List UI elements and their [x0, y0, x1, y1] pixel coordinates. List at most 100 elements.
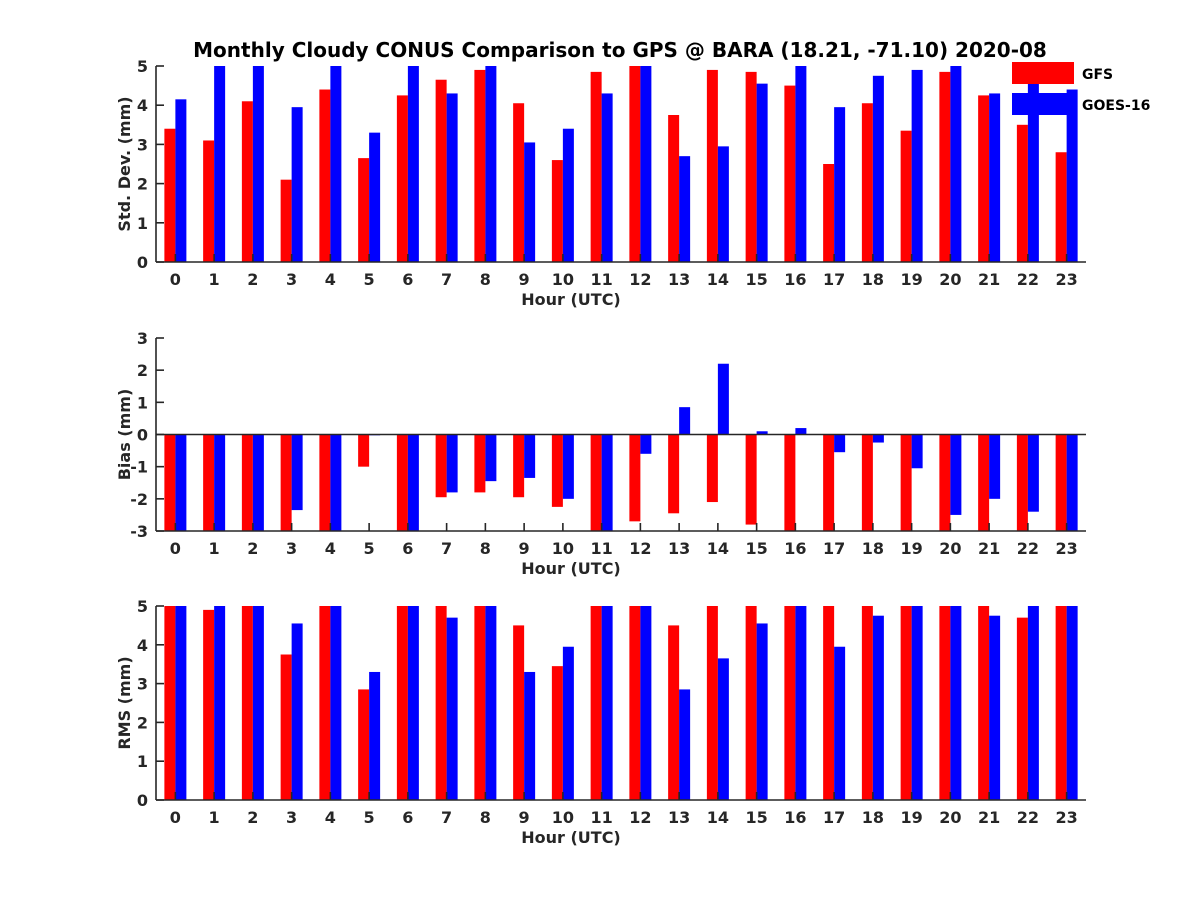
std-bar-goes-16-6 [407, 66, 419, 262]
rms-xtick-label: 11 [590, 808, 612, 827]
bias-ytick-label: -3 [130, 522, 148, 541]
bias-bar-goes-16-0 [175, 434, 187, 531]
bias-bar-gfs-11 [590, 434, 602, 531]
rms-bar-gfs-11 [590, 606, 602, 800]
bias-ytick-label: 3 [137, 329, 148, 348]
rms-bar-goes-16-0 [175, 606, 187, 800]
bias-bar-gfs-20 [939, 434, 951, 531]
rms-bar-goes-16-20 [950, 606, 962, 800]
bias-bar-goes-16-14 [717, 363, 729, 435]
rms-bar-goes-16-1 [214, 606, 226, 800]
std-bar-goes-16-17 [834, 107, 846, 262]
bias-bar-gfs-15 [745, 434, 757, 525]
bias-bar-goes-16-1 [214, 434, 226, 531]
rms-bar-gfs-22 [1016, 617, 1028, 800]
std-bar-goes-16-12 [640, 66, 652, 262]
bias-xtick-label: 23 [1055, 539, 1077, 558]
std-bar-gfs-7 [435, 79, 447, 262]
bias-bar-goes-16-22 [1027, 434, 1039, 512]
bias-xtick-label: 0 [170, 539, 181, 558]
bias-bar-goes-16-12 [640, 434, 652, 454]
std-bar-gfs-12 [629, 66, 641, 262]
rms-bar-gfs-6 [396, 606, 408, 800]
bias-xtick-label: 3 [286, 539, 297, 558]
rms-bar-gfs-7 [435, 606, 447, 800]
std-bar-goes-16-4 [330, 66, 342, 262]
std-bar-gfs-5 [358, 158, 370, 262]
std-bar-gfs-14 [706, 69, 718, 262]
bias-bar-gfs-9 [513, 434, 525, 498]
std-bar-goes-16-3 [291, 107, 303, 262]
std-xtick-label: 8 [480, 270, 491, 289]
rms-bar-gfs-15 [745, 606, 757, 800]
bias-bar-goes-16-23 [1066, 434, 1078, 531]
rms-bar-goes-16-9 [524, 671, 536, 800]
bias-xtick-label: 19 [900, 539, 922, 558]
bias-xtick-label: 8 [480, 539, 491, 558]
rms-xtick-label: 21 [978, 808, 1000, 827]
rms-bar-gfs-0 [164, 606, 176, 800]
rms-bar-goes-16-10 [562, 646, 574, 800]
legend: GFS GOES-16 [1012, 62, 1150, 115]
std-bar-gfs-23 [1055, 152, 1067, 262]
std-xtick-label: 3 [286, 270, 297, 289]
bias-bar-goes-16-10 [562, 434, 574, 499]
bias-bar-goes-16-20 [950, 434, 962, 515]
rms-ylabel: RMS (mm) [115, 656, 134, 749]
bias-xtick-label: 9 [519, 539, 530, 558]
std-ylabel: Std. Dev. (mm) [115, 96, 134, 231]
bias-ylabel: Bias (mm) [115, 389, 134, 481]
rms-xtick-label: 7 [441, 808, 452, 827]
rms-xtick-label: 17 [823, 808, 845, 827]
std-bar-goes-16-19 [911, 69, 923, 262]
rms-xtick-label: 20 [939, 808, 961, 827]
std-bar-goes-16-13 [679, 156, 691, 262]
std-xtick-label: 19 [900, 270, 922, 289]
std-bar-gfs-11 [590, 71, 602, 262]
bias-xtick-label: 13 [668, 539, 690, 558]
rms-ytick-label: 2 [137, 713, 148, 732]
bias-bar-gfs-4 [319, 434, 331, 531]
bias-bar-goes-16-4 [330, 434, 342, 531]
rms-xtick-label: 18 [862, 808, 884, 827]
rms-xtick-label: 5 [364, 808, 375, 827]
std-xtick-label: 16 [784, 270, 806, 289]
rms-bar-gfs-4 [319, 606, 331, 800]
rms-bar-goes-16-22 [1027, 606, 1039, 800]
rms-xtick-label: 4 [325, 808, 336, 827]
std-ytick-label: 3 [137, 135, 148, 154]
std-bar-goes-16-16 [795, 66, 807, 262]
rms-xtick-label: 13 [668, 808, 690, 827]
bias-bar-gfs-0 [164, 434, 176, 531]
std-bar-goes-16-2 [252, 66, 264, 262]
bias-xtick-label: 21 [978, 539, 1000, 558]
std-xtick-label: 20 [939, 270, 961, 289]
rms-bar-gfs-9 [513, 625, 525, 800]
bias-ytick-label: 1 [137, 393, 148, 412]
rms-bar-goes-16-4 [330, 606, 342, 800]
bias-xtick-label: 17 [823, 539, 845, 558]
rms-xtick-label: 1 [209, 808, 220, 827]
rms-bar-goes-16-2 [252, 606, 264, 800]
bias-bar-goes-16-8 [485, 434, 497, 482]
std-bar-goes-16-14 [717, 146, 729, 262]
legend-swatch-goes-16 [1012, 93, 1074, 115]
rms-bar-goes-16-11 [601, 606, 613, 800]
bias-xtick-label: 12 [629, 539, 651, 558]
rms-bar-gfs-20 [939, 606, 951, 800]
rms-bar-goes-16-19 [911, 606, 923, 800]
std-xtick-label: 4 [325, 270, 336, 289]
std-xtick-label: 23 [1055, 270, 1077, 289]
bias-bar-goes-16-21 [989, 434, 1001, 499]
std-bar-goes-16-18 [872, 75, 884, 262]
bias-bar-gfs-13 [668, 434, 680, 514]
chart-title: Monthly Cloudy CONUS Comparison to GPS @… [193, 38, 1047, 62]
std-xtick-label: 15 [745, 270, 767, 289]
rms-bar-gfs-3 [280, 654, 292, 800]
rms-xtick-label: 8 [480, 808, 491, 827]
std-bar-goes-16-20 [950, 66, 962, 262]
std-bar-gfs-20 [939, 71, 951, 262]
std-bar-gfs-6 [396, 95, 408, 263]
std-bar-gfs-2 [241, 101, 253, 262]
